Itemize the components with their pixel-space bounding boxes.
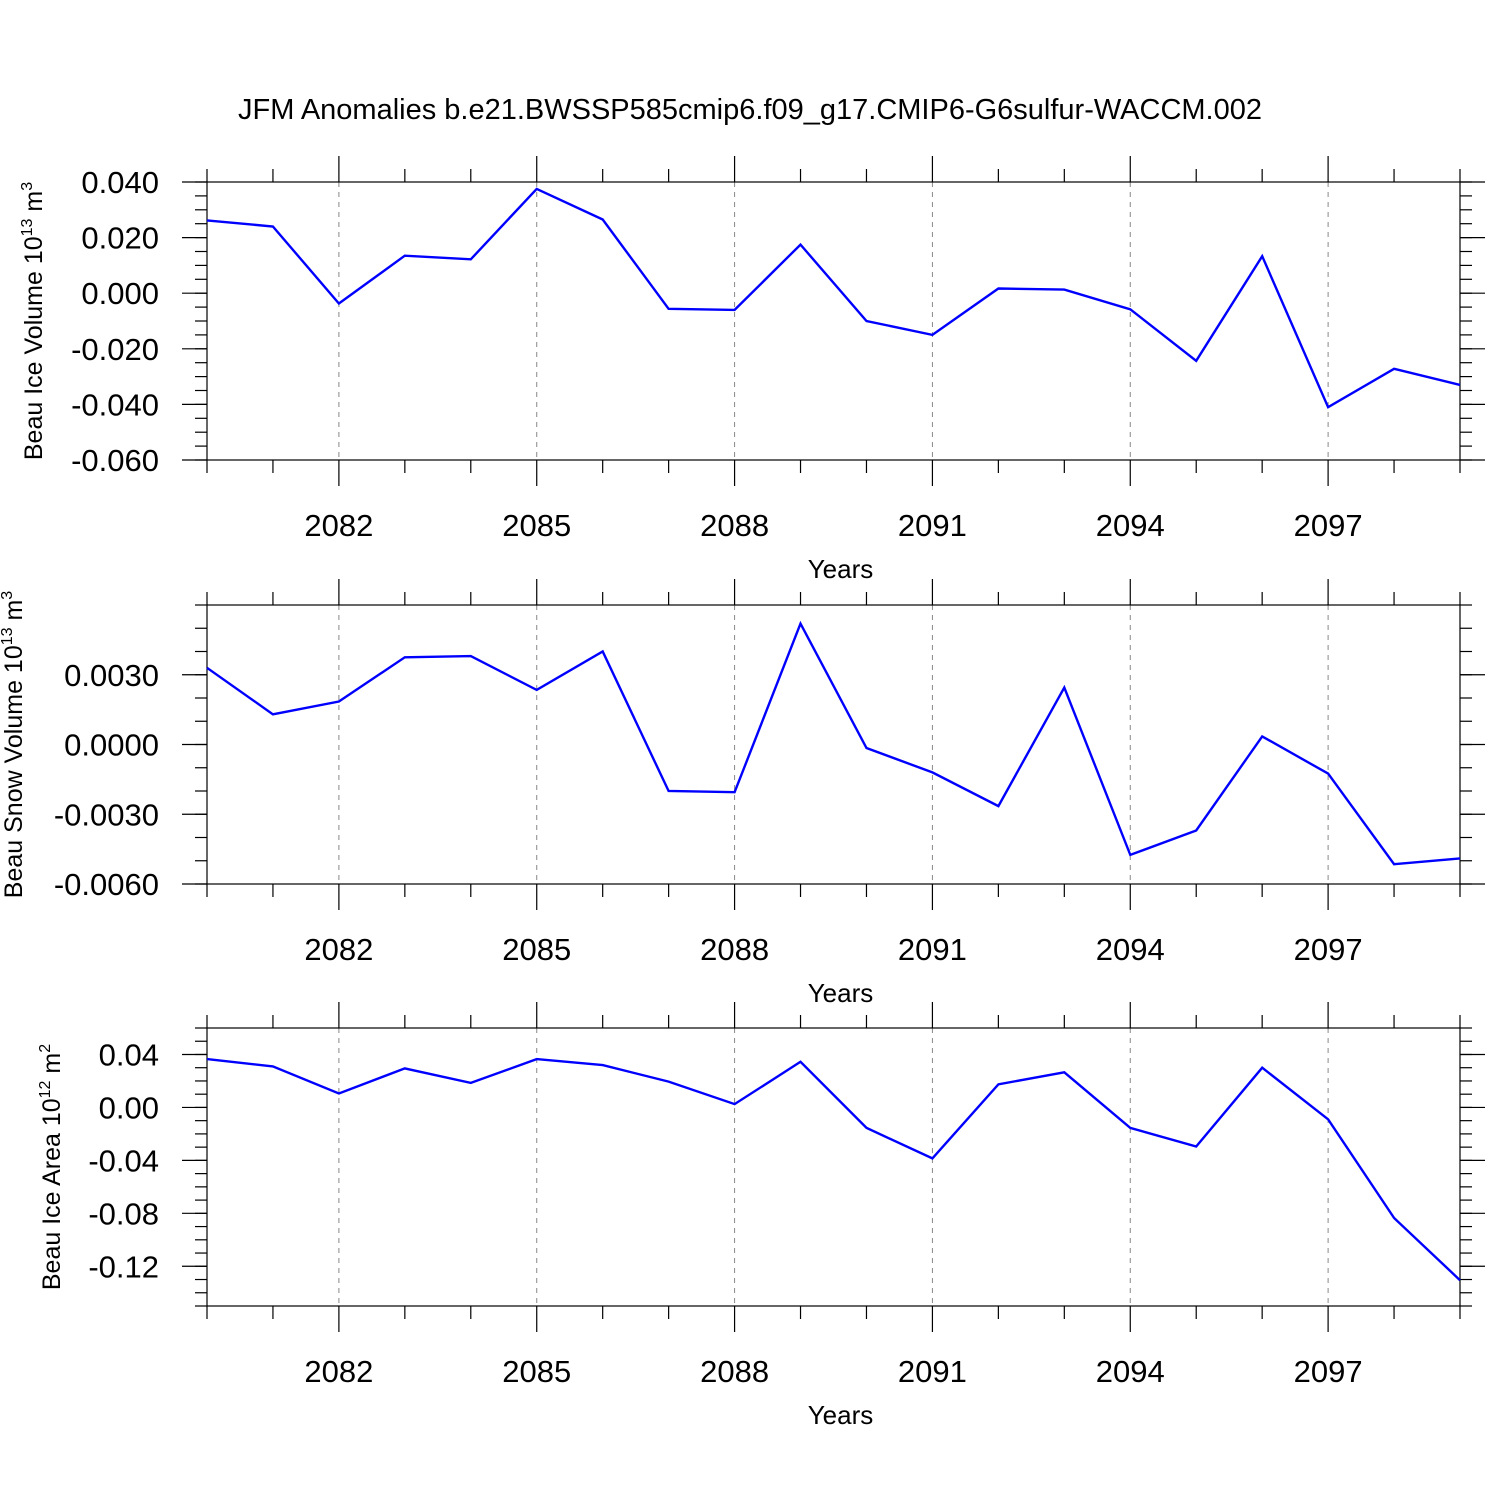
y-axis-label-unit-exponent: 2 <box>37 1044 54 1053</box>
y-axis-label-base: Beau Ice Area 10 <box>38 1098 66 1290</box>
x-tick-label: 2088 <box>700 508 769 543</box>
y-tick-label: 0.040 <box>81 165 159 200</box>
x-tick-label: 2091 <box>898 932 967 967</box>
x-tick-label: 2097 <box>1294 932 1363 967</box>
x-axis-label: Years <box>808 1400 874 1430</box>
x-tick-label: 2094 <box>1096 1354 1165 1389</box>
x-tick-label: 2085 <box>502 508 571 543</box>
y-tick-label: -0.020 <box>71 332 159 367</box>
x-tick-label: 2094 <box>1096 932 1165 967</box>
y-tick-label: -0.04 <box>88 1143 159 1178</box>
y-axis-label: Beau Snow Volume 1013 m3 <box>0 591 28 899</box>
y-tick-label: -0.08 <box>88 1196 159 1231</box>
y-axis-label-base: Beau Snow Volume 10 <box>0 645 28 898</box>
x-tick-label: 2097 <box>1294 508 1363 543</box>
y-tick-label: 0.0030 <box>64 658 159 693</box>
chart-panel-1: 2082 2085 2088 2091 2094 2097 Years -0.060 -0.04… <box>19 156 1485 584</box>
chart-panel-2: 2082 2085 2088 2091 2094 2097 Years -0.0060 -0.0… <box>0 579 1485 1008</box>
y-tick-label: 0.000 <box>81 276 159 311</box>
y-tick-label: 0.0000 <box>64 728 159 763</box>
y-tick-label: -0.0060 <box>54 867 159 902</box>
x-tick-label: 2082 <box>304 1354 373 1389</box>
y-axis-label-base: Beau Ice Volume 10 <box>20 236 48 460</box>
y-tick-label: 0.00 <box>99 1090 159 1125</box>
chart-panel-3: 2082 2085 2088 2091 2094 2097 Years -0.12 -0.08 -… <box>37 1002 1485 1430</box>
plot-frame <box>206 181 1461 461</box>
y-axis-label-exponent: 13 <box>19 218 36 236</box>
series-line <box>206 1057 1461 1282</box>
y-axis-label: Beau Ice Volume 1013 m3 <box>19 182 48 460</box>
figure-title: JFM Anomalies b.e21.BWSSP585cmip6.f09_g1… <box>238 94 1262 126</box>
y-tick-label: -0.12 <box>88 1249 159 1284</box>
x-axis-label: Years <box>808 978 874 1008</box>
y-tick-label: 0.04 <box>99 1037 159 1072</box>
series-line <box>206 620 1461 866</box>
y-axis-label-exponent: 12 <box>37 1080 54 1098</box>
y-tick-label: -0.060 <box>71 443 159 478</box>
y-axis-label-exponent: 13 <box>0 627 16 645</box>
y-axis-label-unit-exponent: 3 <box>0 591 16 600</box>
x-tick-label: 2097 <box>1294 1354 1363 1389</box>
x-tick-label: 2088 <box>700 932 769 967</box>
x-tick-label: 2085 <box>502 932 571 967</box>
y-tick-label: -0.0030 <box>54 797 159 832</box>
panels: 2082 2085 2088 2091 2094 2097 Years -0.060 -0.04… <box>0 156 1485 1430</box>
y-tick-label: -0.040 <box>71 387 159 422</box>
y-axis-label-unit: m <box>20 191 48 219</box>
x-tick-label: 2082 <box>304 932 373 967</box>
x-tick-label: 2082 <box>304 508 373 543</box>
plot-frame <box>206 604 1461 885</box>
x-axis-label: Years <box>808 554 874 584</box>
y-axis-label-unit: m <box>38 1053 66 1081</box>
x-tick-label: 2091 <box>898 508 967 543</box>
x-tick-label: 2091 <box>898 1354 967 1389</box>
x-tick-label: 2094 <box>1096 508 1165 543</box>
y-axis-label-unit-exponent: 3 <box>19 182 36 191</box>
y-axis-label: Beau Ice Area 1012 m2 <box>37 1044 66 1290</box>
plot-frame <box>206 1027 1461 1307</box>
x-tick-label: 2085 <box>502 1354 571 1389</box>
y-axis-label-unit: m <box>0 600 28 628</box>
series-line <box>206 187 1461 409</box>
x-tick-label: 2088 <box>700 1354 769 1389</box>
y-tick-label: 0.020 <box>81 221 159 256</box>
